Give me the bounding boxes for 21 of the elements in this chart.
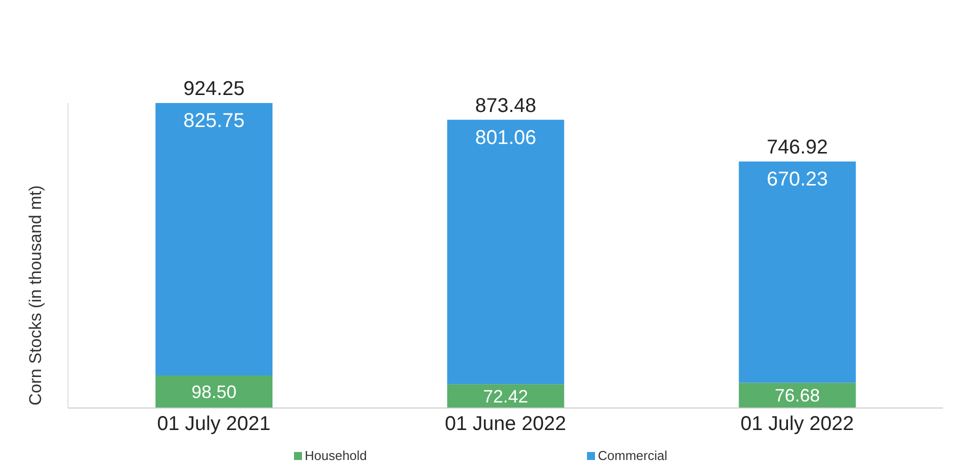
- bar: [447, 384, 564, 408]
- total-label: 924.25: [183, 78, 245, 100]
- data-label: 98.50: [191, 382, 237, 402]
- bar: [156, 375, 272, 408]
- data-label: 72.42: [483, 386, 528, 406]
- bar: [738, 162, 856, 383]
- data-label: 76.68: [774, 386, 820, 406]
- bar: [738, 382, 856, 408]
- data-label: 825.75: [183, 110, 245, 132]
- total-label: 746.92: [766, 136, 828, 159]
- bar: [447, 120, 564, 384]
- data-label: 801.06: [475, 126, 536, 149]
- total-label: 873.48: [475, 94, 536, 117]
- x-tick-label: 01 July 2022: [740, 413, 854, 436]
- bar: [156, 103, 272, 376]
- y-axis-title: Corn Stocks (in thousand mt): [26, 185, 46, 406]
- x-tick-label: 01 July 2021: [157, 413, 271, 436]
- data-label: 670.23: [766, 168, 828, 191]
- x-tick-label: 01 June 2022: [444, 413, 566, 436]
- legend-label: Household: [304, 448, 367, 463]
- legend-label: Commercial: [596, 448, 668, 463]
